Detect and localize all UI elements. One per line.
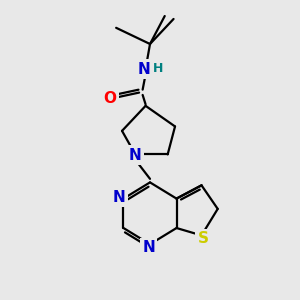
Text: N: N bbox=[129, 148, 142, 163]
Text: S: S bbox=[197, 231, 208, 246]
Text: N: N bbox=[142, 240, 155, 255]
Text: N: N bbox=[142, 240, 155, 255]
Text: O: O bbox=[104, 91, 117, 106]
Text: O: O bbox=[104, 91, 117, 106]
Text: N: N bbox=[138, 61, 151, 76]
Text: H: H bbox=[153, 62, 163, 75]
Text: N: N bbox=[129, 148, 142, 163]
Text: N: N bbox=[113, 190, 125, 205]
Text: N: N bbox=[138, 61, 151, 76]
Text: N: N bbox=[113, 190, 125, 205]
Text: S: S bbox=[197, 231, 208, 246]
Text: H: H bbox=[153, 62, 163, 75]
